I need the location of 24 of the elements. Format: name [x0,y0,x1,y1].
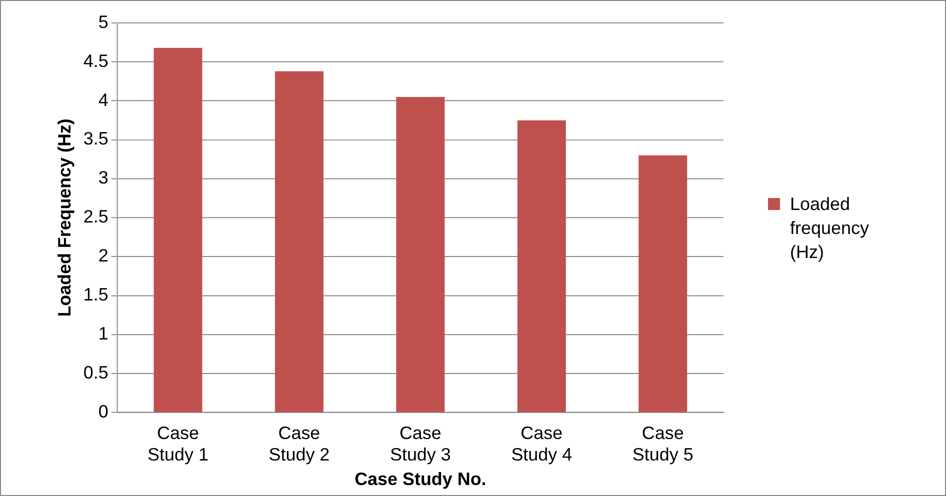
y-tick-label: 0 [98,402,108,422]
y-tick-label: 4 [98,90,108,110]
y-tick-label: 2 [98,246,108,266]
x-tick-label: Case Study 2 [268,423,330,465]
bar [638,155,688,412]
x-tick-label: Case Study 5 [632,423,694,465]
bar [396,96,445,412]
y-tick-label: 4.5 [83,50,108,71]
bar [274,71,324,412]
bar [154,48,202,412]
bar [517,120,566,412]
x-tick-label: Case Study 4 [511,423,572,465]
y-axis-title: Loaded Frequency (Hz) [54,118,75,317]
y-tick-label: 1 [98,324,108,344]
y-tick-label: 0.5 [83,362,108,383]
y-tick-label: 1.5 [83,284,108,305]
x-axis-title: Case Study No. [354,469,486,490]
legend-label: Loaded frequency (Hz) [790,193,870,264]
y-tick-label: 2.5 [83,206,108,227]
y-tick-label: 3 [98,168,108,188]
x-tick-label: Case Study 1 [148,423,208,465]
y-tick-label: 3.5 [83,128,108,149]
x-tick-label: Case Study 3 [390,423,451,465]
y-tick-label: 5 [98,12,108,32]
